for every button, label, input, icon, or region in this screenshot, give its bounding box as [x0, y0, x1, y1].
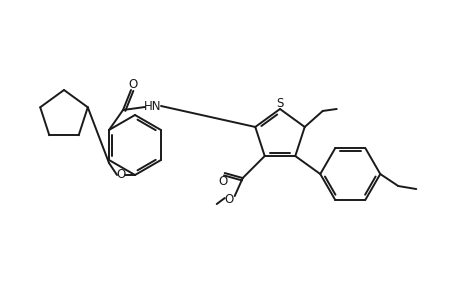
Text: HN: HN — [144, 100, 162, 112]
Text: O: O — [218, 175, 227, 188]
Text: S: S — [276, 97, 283, 110]
Text: O: O — [116, 169, 125, 182]
Text: O: O — [128, 77, 137, 91]
Text: O: O — [224, 193, 233, 206]
